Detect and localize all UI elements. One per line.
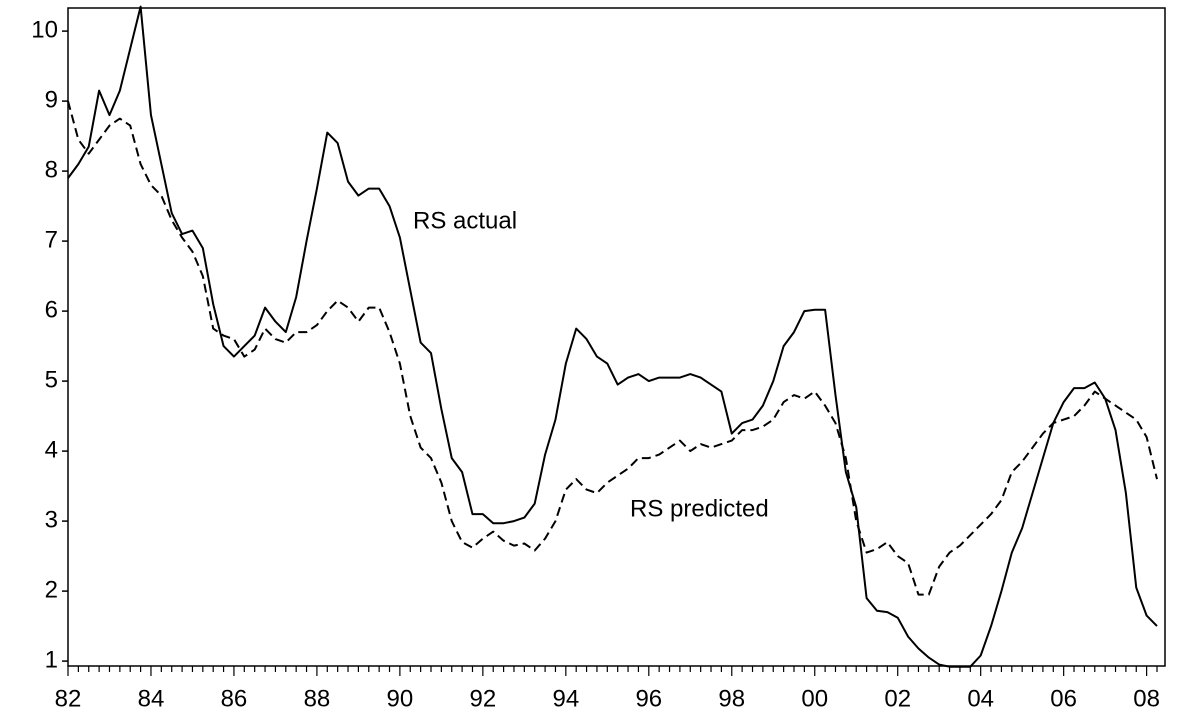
- x-tick-label: 96: [635, 685, 662, 712]
- x-tick-label: 98: [718, 685, 745, 712]
- x-tick-label: 84: [138, 685, 165, 712]
- y-tick-label: 6: [45, 296, 58, 323]
- y-tick-label: 1: [45, 646, 58, 673]
- y-tick-label: 10: [31, 16, 58, 43]
- plot-frame: [67, 7, 1166, 667]
- x-tick-label: 06: [1050, 685, 1077, 712]
- x-tick-label: 04: [967, 685, 994, 712]
- series-label: RS actual: [413, 207, 517, 234]
- y-tick-label: 5: [45, 366, 58, 393]
- y-tick-label: 4: [45, 436, 58, 463]
- x-tick-label: 08: [1133, 685, 1160, 712]
- y-tick-label: 7: [45, 226, 58, 253]
- y-tick-label: 8: [45, 156, 58, 183]
- x-tick-label: 86: [221, 685, 248, 712]
- x-tick-label: 90: [387, 685, 414, 712]
- x-tick-label: 92: [470, 685, 497, 712]
- x-tick-label: 02: [884, 685, 911, 712]
- x-tick-label: 00: [801, 685, 828, 712]
- x-tick-label: 88: [304, 685, 331, 712]
- series-line: [67, 5, 1158, 668]
- y-tick-label: 3: [45, 506, 58, 533]
- x-tick-label: 94: [552, 685, 579, 712]
- y-tick-label: 2: [45, 576, 58, 603]
- series-label: RS predicted: [630, 495, 769, 522]
- series-line: [67, 100, 1158, 596]
- y-tick-label: 9: [45, 86, 58, 113]
- x-tick-label: 82: [55, 685, 82, 712]
